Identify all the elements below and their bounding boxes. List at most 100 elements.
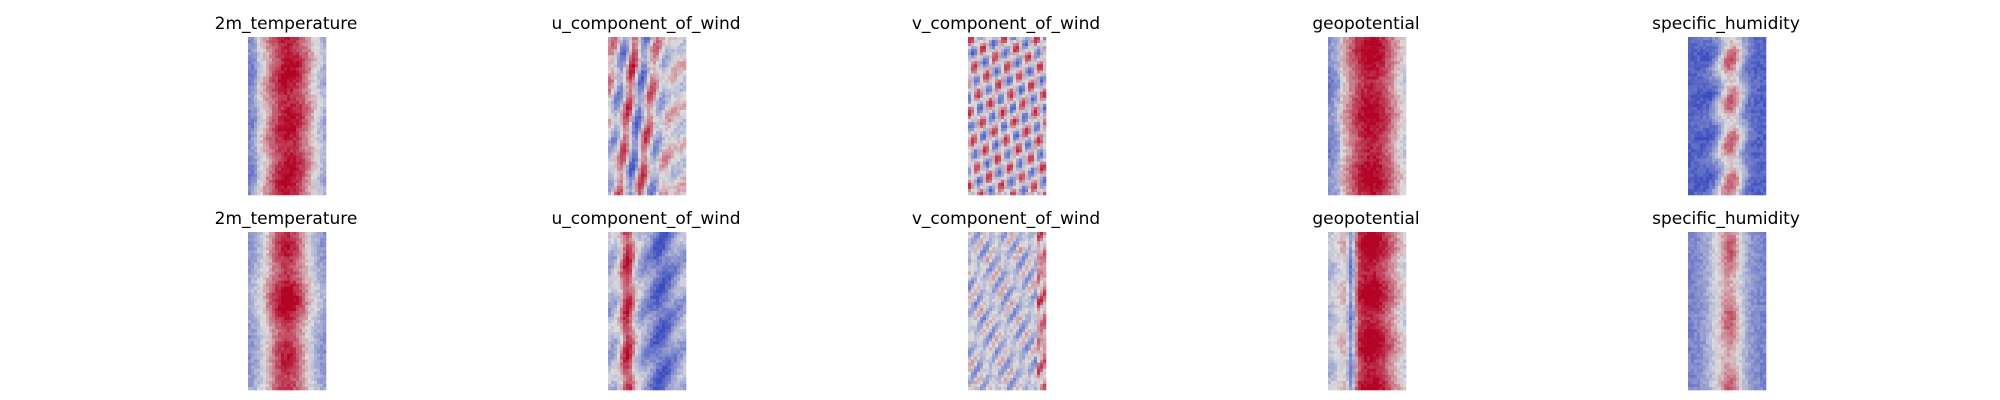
heatmap-cell [983,109,987,114]
heatmap-cell [278,122,282,126]
heatmap-cell [1004,58,1008,62]
heatmap-cell [1349,91,1353,96]
heatmap-cell [320,176,324,181]
heatmap-cell [971,161,975,165]
heatmap-cell [1040,88,1044,92]
heatmap-cell [302,106,306,111]
heatmap-cell [311,188,315,193]
heatmap-cell [635,134,639,138]
heatmap-cell [1361,103,1365,108]
heatmap-cell [1376,73,1380,77]
heatmap-cell [1019,158,1023,162]
heatmap-cell [248,85,252,89]
heatmap-cell [1403,103,1407,108]
heatmap-cell [632,64,636,68]
heatmap-cell [296,109,300,114]
heatmap-cell [299,106,303,111]
heatmap-cell [968,122,972,126]
heatmap-cell [1019,103,1023,108]
heatmap-cell [968,46,972,50]
heatmap-cell [1334,109,1338,114]
heatmap-cell [662,176,666,181]
heatmap-cell [1040,109,1044,114]
heatmap-cell [1388,106,1392,111]
heatmap-cell [683,112,687,117]
heatmap-cell [281,97,285,102]
heatmap-cell [989,67,993,71]
heatmap-cell [1043,43,1047,47]
heatmap-cell [656,116,660,120]
heatmap-cell [287,143,291,147]
heatmap-cell [278,116,282,120]
heatmap-cell [251,100,255,105]
heatmap-cell [314,49,318,53]
heatmap-cell [974,149,978,153]
heatmap-cell [269,143,273,147]
heatmap-cell [1370,128,1374,132]
heatmap-cell [1013,119,1017,123]
heatmap-cell [1016,152,1020,156]
heatmap-cell [638,161,642,165]
heatmap-cell [305,116,309,120]
heatmap-cell [1379,58,1383,62]
heatmap-cell [1037,116,1041,120]
heatmap-cell [1034,91,1038,96]
heatmap-cell [974,100,978,105]
heatmap-cell [284,131,288,135]
heatmap-cell [1379,91,1383,96]
heatmap-cell [1013,149,1017,153]
heatmap-cell [665,94,669,99]
heatmap-cell [1358,128,1362,132]
heatmap-cell [317,152,321,156]
heatmap-cell [248,170,252,175]
heatmap-cell [683,185,687,190]
heatmap-cell [629,52,633,56]
heatmap-cell [1028,40,1032,44]
heatmap-cell [1403,125,1407,129]
heatmap-cell [668,91,672,96]
heatmap-cell [983,67,987,71]
heatmap-cell [1349,85,1353,89]
heatmap-cell [1367,79,1371,83]
heatmap-cell [608,106,612,111]
heatmap-cell [623,179,627,184]
heatmap-cell [1376,55,1380,59]
heatmap-cell [641,46,645,50]
heatmap-cell [638,85,642,89]
heatmap-cell [980,58,984,62]
heatmap-cell [323,79,327,83]
heatmap-cell [1025,43,1029,47]
heatmap-cell [284,43,288,47]
heatmap-cell [290,85,294,89]
heatmap-cell [287,149,291,153]
heatmap-cell [254,55,258,59]
heatmap-cell [260,97,264,102]
heatmap-cell [662,64,666,68]
heatmap-cell [671,46,675,50]
heatmap-cell [290,37,294,41]
heatmap-cell [668,167,672,171]
heatmap-cell [626,191,630,196]
heatmap-cell [626,164,630,168]
heatmap-cell [632,119,636,123]
heatmap-cell [671,149,675,153]
heatmap-cell [638,73,642,77]
heatmap-cell [980,40,984,44]
heatmap-cell [269,116,273,120]
heatmap-cell [680,112,684,117]
heatmap-cell [302,173,306,178]
heatmap-cell [287,64,291,68]
heatmap-cell [1373,49,1377,53]
heatmap-cell [293,73,297,77]
heatmap-cell [308,109,312,114]
heatmap-cell [311,134,315,138]
heatmap-cell [614,155,618,159]
heatmap-cell [290,55,294,59]
heatmap-cell [290,176,294,181]
heatmap-cell [248,137,252,141]
heatmap-cell [1040,173,1044,178]
heatmap-cell [1037,161,1041,165]
heatmap-cell [260,82,264,86]
heatmap-cell [1331,140,1335,144]
heatmap-cell [998,149,1002,153]
